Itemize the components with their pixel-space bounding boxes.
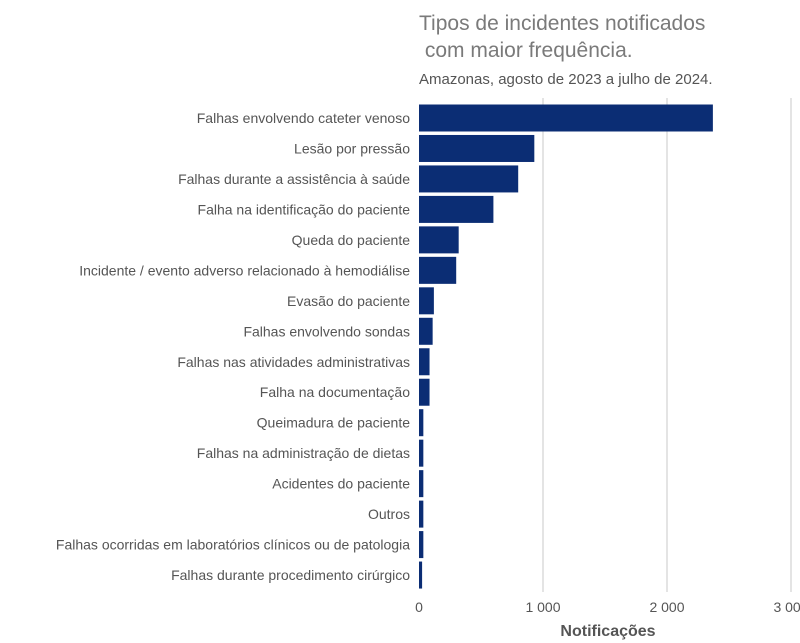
category-label: Queimadura de paciente (257, 415, 411, 431)
bar (419, 531, 424, 559)
bar (419, 256, 457, 284)
category-label: Queda do paciente (292, 232, 411, 248)
bar (419, 317, 433, 345)
x-tick-label: 1 000 (525, 599, 560, 615)
category-label: Falha na documentação (260, 384, 410, 400)
bar (419, 226, 459, 254)
x-tick-labels: 0 1 000 2 000 3 000 (415, 599, 800, 615)
bar (419, 348, 430, 376)
x-tick-label: 0 (415, 599, 423, 615)
category-label: Falhas na administração de dietas (197, 445, 410, 461)
category-label: Falha na identificação do paciente (198, 201, 411, 217)
category-label: Lesão por pressão (294, 140, 410, 156)
category-labels: Falhas envolvendo cateter venoso Lesão po… (56, 110, 410, 583)
category-label: Falhas envolvendo cateter venoso (197, 110, 410, 126)
bar (419, 195, 494, 223)
category-label: Falhas durante procedimento cirúrgico (171, 567, 410, 583)
bar (419, 409, 424, 437)
bar (419, 287, 434, 315)
gridlines (542, 98, 792, 592)
category-label: Outros (368, 506, 410, 522)
chart-subtitle: Amazonas, agosto de 2023 a julho de 2024… (419, 71, 713, 88)
bars (419, 104, 713, 589)
category-label: Falhas durante a assistência à saúde (178, 171, 410, 187)
x-tick-label: 3 000 (773, 599, 800, 615)
category-label: Falhas nas atividades administrativas (177, 354, 410, 370)
bar (419, 165, 519, 193)
bar (419, 439, 424, 467)
bar (419, 104, 713, 132)
bar (419, 470, 424, 498)
category-label: Falhas envolvendo sondas (243, 323, 410, 339)
chart-title-line-1: Tipos de incidentes notificados (419, 12, 705, 35)
bar (419, 561, 423, 589)
category-label: Incidente / evento adverso relacionado à… (79, 262, 410, 278)
x-tick-label: 2 000 (649, 599, 684, 615)
chart-title-line-2: com maior frequência. (419, 39, 633, 62)
x-axis-title: Notificações (560, 623, 655, 640)
bar (419, 134, 535, 162)
bar (419, 378, 430, 406)
category-label: Falhas ocorridas em laboratórios clínico… (56, 537, 410, 553)
category-label: Evasão do paciente (287, 293, 410, 309)
category-label: Acidentes do paciente (272, 476, 410, 492)
bar (419, 500, 424, 528)
